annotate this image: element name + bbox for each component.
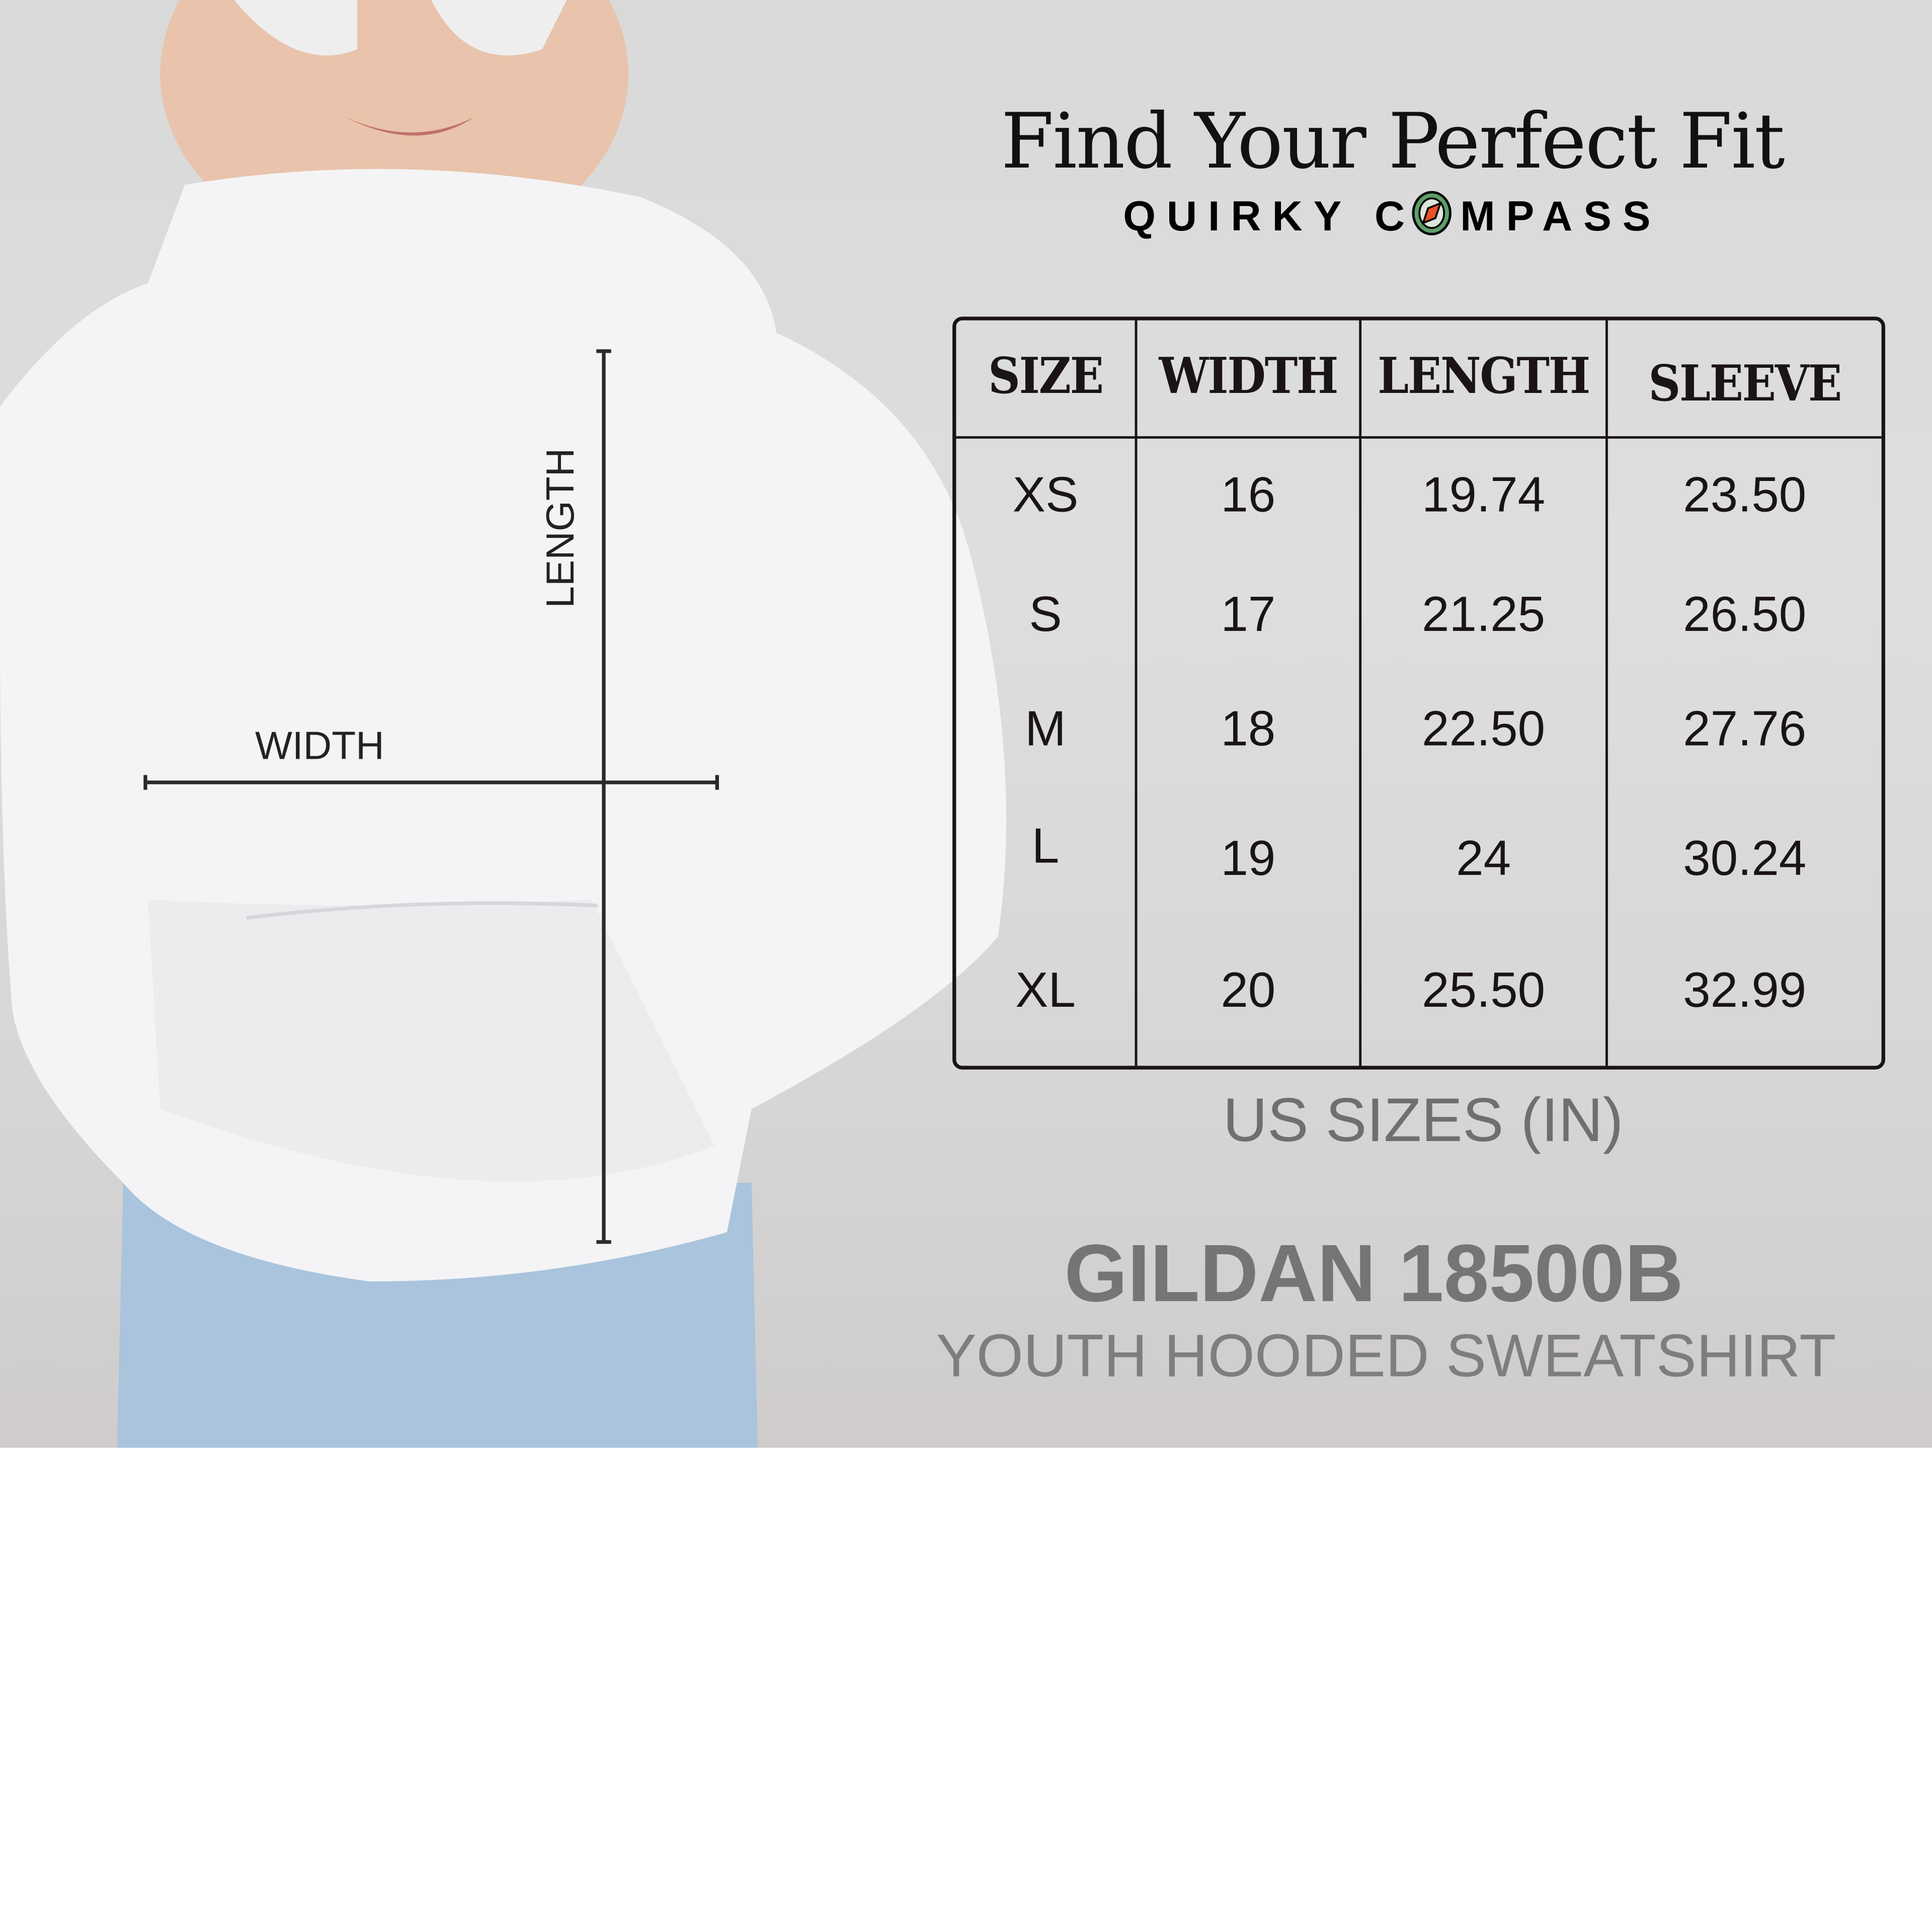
brand-text-2: MPASS <box>1460 193 1662 240</box>
table-cell: 24 <box>1456 832 1511 886</box>
product-model: GILDAN 18500B <box>1064 1227 1683 1319</box>
product-photo: LENGTH WIDTH Find Your Perfect Fit QUIRK… <box>0 0 1932 1448</box>
table-cell: XL <box>1015 963 1076 1018</box>
page-title: Find Your Perfect Fit <box>1001 96 1785 186</box>
table-cell: 18 <box>1221 702 1276 757</box>
column-header-size: SIZE <box>988 347 1104 406</box>
table-cell: 30.24 <box>1683 832 1807 886</box>
length-label: LENGTH <box>537 448 583 608</box>
column-header-width: WIDTH <box>1159 347 1338 406</box>
table-cell: 17 <box>1221 588 1276 642</box>
table-cell: 19.74 <box>1421 468 1546 523</box>
width-label: WIDTH <box>255 723 384 768</box>
table-cell: 26.50 <box>1683 588 1807 642</box>
table-cell: 27.76 <box>1683 702 1807 757</box>
size-table: SIZE WIDTH LENGTH SLEEVE XS 16 19.74 23.50 S 17 21… <box>952 316 1885 1070</box>
table-cell: L <box>1031 819 1060 874</box>
table-cell: XS <box>1012 468 1079 523</box>
column-header-length: LENGTH <box>1378 347 1590 406</box>
table-cell: 23.50 <box>1683 468 1807 523</box>
table-cell: 32.99 <box>1683 963 1807 1018</box>
units-note: US SIZES (IN) <box>1223 1085 1624 1155</box>
column-header-sleeve: SLEEVE <box>1648 355 1842 413</box>
table-cell: 16 <box>1221 468 1276 523</box>
compass-icon <box>1412 191 1452 235</box>
table-cell: 22.50 <box>1421 702 1546 757</box>
child-in-hoodie-image <box>0 0 1007 1448</box>
table-cell: M <box>1025 702 1066 757</box>
table-cell: 21.25 <box>1421 588 1546 642</box>
brand-logo: QUIRKY C MPASS <box>1109 190 1676 242</box>
table-cell: 25.50 <box>1421 963 1546 1018</box>
table-cell: 19 <box>1221 832 1276 886</box>
product-description: YOUTH HOODED SWEATSHIRT <box>936 1323 1836 1390</box>
brand-text-1: QUIRKY C <box>1123 193 1416 240</box>
table-cell: S <box>1029 588 1062 642</box>
table-cell: 20 <box>1221 963 1276 1018</box>
